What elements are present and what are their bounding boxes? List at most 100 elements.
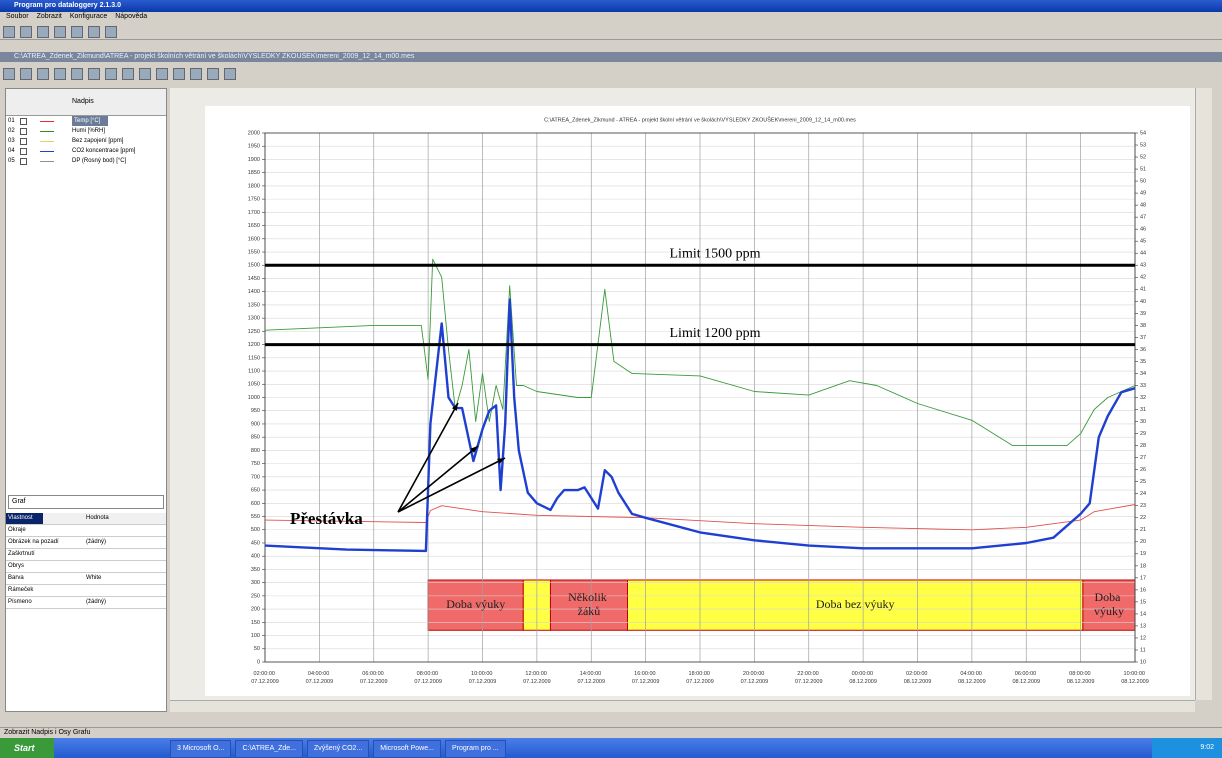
y2-tick-label: 15 bbox=[1140, 599, 1146, 605]
tool-button[interactable] bbox=[88, 68, 100, 80]
property-name: Písmeno bbox=[8, 597, 32, 608]
menu-bar: Soubor Zobrazit Konfigurace Nápověda bbox=[0, 12, 1222, 22]
tool-button[interactable] bbox=[54, 26, 66, 38]
channel-name: Bez zapojení [ppm] bbox=[72, 136, 123, 146]
y-tick-label: 1400 bbox=[248, 289, 260, 295]
clock: 9:02 bbox=[1152, 738, 1222, 758]
y2-tick-label: 46 bbox=[1140, 227, 1146, 233]
y2-tick-label: 18 bbox=[1140, 563, 1146, 569]
y2-tick-label: 40 bbox=[1140, 299, 1146, 305]
checkbox[interactable] bbox=[20, 118, 27, 125]
y2-tick-label: 35 bbox=[1140, 359, 1146, 365]
y2-tick-label: 41 bbox=[1140, 287, 1146, 293]
horizontal-scrollbar[interactable] bbox=[170, 700, 1195, 712]
y-tick-label: 1150 bbox=[248, 355, 260, 361]
property-row[interactable]: Rámeček bbox=[6, 585, 166, 597]
y2-tick-label: 28 bbox=[1140, 443, 1146, 449]
tool-button[interactable] bbox=[105, 26, 117, 38]
y-tick-label: 550 bbox=[251, 514, 260, 520]
property-name: Okraje bbox=[8, 525, 26, 536]
task-button[interactable]: Microsoft Powe... bbox=[373, 740, 441, 758]
property-row[interactable]: Barva White bbox=[6, 573, 166, 585]
y-tick-label: 250 bbox=[251, 593, 260, 599]
property-row[interactable]: Zaškrtnutí bbox=[6, 549, 166, 561]
channel-id: 03 bbox=[8, 136, 15, 146]
task-button[interactable]: 3 Microsoft O... bbox=[170, 740, 231, 758]
column-header: Hodnota bbox=[86, 513, 109, 524]
tool-button[interactable] bbox=[3, 68, 15, 80]
tool-button[interactable] bbox=[20, 26, 32, 38]
status-bar: Zobrazit Nadpis i Osy Grafu bbox=[0, 727, 1222, 737]
tool-button[interactable] bbox=[3, 26, 15, 38]
task-button[interactable]: Program pro ... bbox=[445, 740, 506, 758]
property-selector[interactable]: Graf bbox=[8, 495, 164, 509]
y-tick-label: 1550 bbox=[248, 249, 260, 255]
menu-item[interactable]: Nápověda bbox=[115, 13, 147, 20]
tool-button[interactable] bbox=[88, 26, 100, 38]
y2-tick-label: 33 bbox=[1140, 383, 1146, 389]
property-row[interactable]: Obrys bbox=[6, 561, 166, 573]
left-panel: Nadpis 01Temp [°C]02Humi [%RH]03Bez zapo… bbox=[5, 88, 167, 712]
reference-label: Limit 1200 ppm bbox=[670, 326, 761, 341]
column-header: Vlastnost bbox=[6, 513, 43, 524]
property-row[interactable]: Okraje bbox=[6, 525, 166, 537]
y-tick-label: 650 bbox=[251, 488, 260, 494]
tool-button[interactable] bbox=[20, 68, 32, 80]
tool-button[interactable] bbox=[105, 68, 117, 80]
channel-id: 01 bbox=[8, 116, 15, 126]
y-tick-label: 1200 bbox=[248, 342, 260, 348]
tool-button[interactable] bbox=[37, 26, 49, 38]
y-tick-label: 1050 bbox=[248, 382, 260, 388]
tool-button[interactable] bbox=[122, 68, 134, 80]
annotation-text: Přestávka bbox=[290, 509, 363, 528]
menu-item[interactable]: Konfigurace bbox=[70, 13, 107, 20]
y2-tick-label: 19 bbox=[1140, 551, 1146, 557]
task-button[interactable]: C:\ATREA_Zde... bbox=[235, 740, 303, 758]
y-tick-label: 200 bbox=[251, 607, 260, 613]
task-list: 3 Microsoft O...C:\ATREA_Zde...Zvýšený C… bbox=[170, 738, 510, 758]
tool-button[interactable] bbox=[224, 68, 236, 80]
tool-button[interactable] bbox=[173, 68, 185, 80]
checkbox[interactable] bbox=[20, 158, 27, 165]
property-value: White bbox=[86, 573, 101, 584]
checkbox[interactable] bbox=[20, 148, 27, 155]
chart-title: C:\ATREA_Zdenek_Zikmund - ATREA - projek… bbox=[544, 116, 856, 123]
channel-id: 04 bbox=[8, 146, 15, 156]
y-tick-label: 1650 bbox=[248, 223, 260, 229]
checkbox[interactable] bbox=[20, 138, 27, 145]
vertical-scrollbar[interactable] bbox=[1195, 88, 1212, 700]
y-tick-label: 150 bbox=[251, 620, 260, 626]
property-row[interactable]: Písmeno(žádný) bbox=[6, 597, 166, 609]
y2-tick-label: 13 bbox=[1140, 623, 1146, 629]
y2-tick-label: 27 bbox=[1140, 455, 1146, 461]
y2-tick-label: 43 bbox=[1140, 263, 1146, 269]
tool-button[interactable] bbox=[156, 68, 168, 80]
property-header: Vlastnost Hodnota bbox=[6, 513, 166, 525]
tool-button[interactable] bbox=[71, 68, 83, 80]
reference-label: Limit 1500 ppm bbox=[670, 246, 761, 261]
property-panel: Graf Vlastnost Hodnota OkrajeObrázek na p… bbox=[6, 495, 166, 609]
channel-row[interactable]: 03 Bez zapojení [ppm] bbox=[6, 136, 166, 146]
property-row[interactable]: Obrázek na pozadí(žádný) bbox=[6, 537, 166, 549]
start-button[interactable]: Start bbox=[0, 738, 54, 758]
tool-button[interactable] bbox=[37, 68, 49, 80]
menu-item[interactable]: Zobrazit bbox=[37, 13, 62, 20]
property-name: Obrázek na pozadí bbox=[8, 537, 59, 548]
task-button[interactable]: Zvýšený CO2... bbox=[307, 740, 369, 758]
tool-button[interactable] bbox=[54, 68, 66, 80]
y2-tick-label: 45 bbox=[1140, 239, 1146, 245]
tool-button[interactable] bbox=[190, 68, 202, 80]
checkbox[interactable] bbox=[20, 128, 27, 135]
tool-button[interactable] bbox=[207, 68, 219, 80]
menu-item[interactable]: Soubor bbox=[6, 13, 29, 20]
y-tick-label: 0 bbox=[257, 659, 260, 665]
tool-button[interactable] bbox=[71, 26, 83, 38]
property-name: Barva bbox=[8, 573, 24, 584]
y2-tick-label: 20 bbox=[1140, 539, 1146, 545]
tool-button[interactable] bbox=[139, 68, 151, 80]
